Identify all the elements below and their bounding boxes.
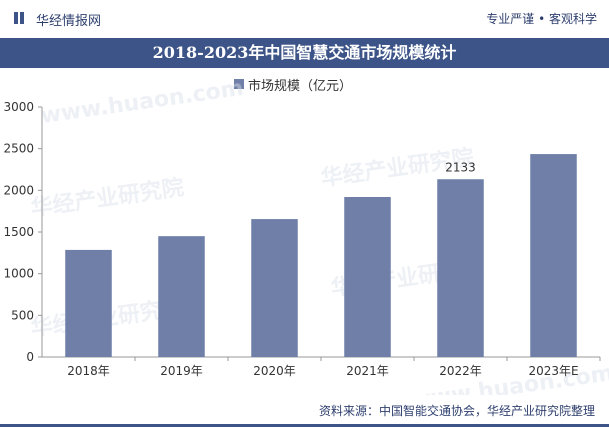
bar (530, 154, 577, 357)
title-bar: 2018-2023年中国智慧交通市场规模统计 (0, 38, 609, 68)
bar-chart: 0 500 1000 1500 2000 2500 3000 2018年 2019年 2020年 2… (3, 100, 601, 378)
logo-icon (14, 12, 24, 24)
y-tick-label: 2500 (3, 142, 34, 156)
y-tick-label: 1000 (3, 267, 34, 281)
legend-swatch (234, 79, 244, 89)
y-tick-label: 1500 (3, 225, 34, 239)
data-label: 2133 (445, 160, 476, 174)
chart-title: 2018-2023年中国智慧交通市场规模统计 (152, 43, 457, 62)
y-tick-label: 2000 (3, 183, 34, 197)
y-tick-label: 500 (11, 308, 34, 322)
footer: 资料来源：中国智能交通协会，华经产业研究院整理 (0, 395, 609, 427)
bar (65, 249, 112, 357)
bar (344, 197, 391, 357)
x-tick-label: 2019年 (160, 364, 203, 378)
x-tick-label: 2020年 (253, 364, 296, 378)
x-tick-label: 2023年E (528, 364, 578, 378)
y-tick-label: 3000 (3, 100, 34, 114)
brand-tagline: 专业严谨 • 客观科学 (486, 12, 597, 26)
x-tick-label: 2018年 (67, 364, 110, 378)
brand-name: 华经情报网 (36, 14, 102, 29)
x-tick-label: 2021年 (346, 364, 389, 378)
bar (158, 236, 205, 357)
bar (437, 179, 484, 357)
bar (251, 219, 298, 357)
legend: 市场规模（亿元） (234, 75, 353, 94)
bottom-rule (0, 424, 609, 427)
top-header: 华经情报网 专业严谨 • 客观科学 (0, 0, 609, 38)
y-tick-label: 0 (26, 350, 34, 364)
source-note: 资料来源：中国智能交通协会，华经产业研究院整理 (318, 404, 595, 418)
legend-label: 市场规模（亿元） (248, 78, 353, 94)
x-tick-label: 2022年 (439, 364, 482, 378)
